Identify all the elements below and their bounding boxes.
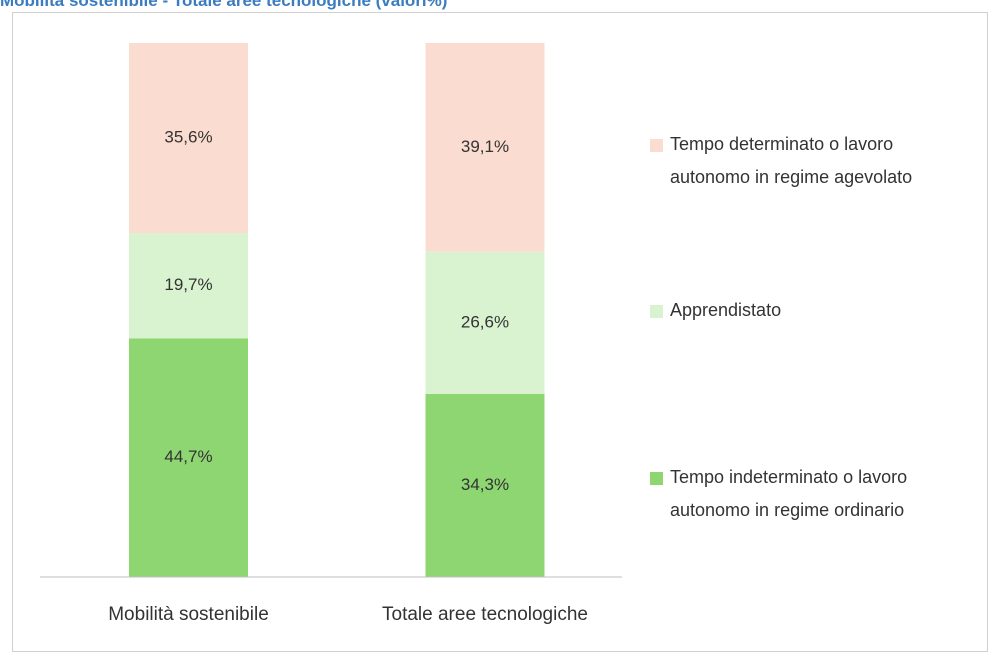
legend-item: Apprendistato [650, 294, 970, 327]
x-tick-label: Totale aree tecnologiche [382, 604, 588, 625]
x-tick-label: Mobilità sostenibile [108, 604, 269, 625]
legend-label: Tempo indeterminato o lavoro autonomo in… [670, 467, 908, 520]
value-label: 26,6% [461, 312, 509, 331]
bar-segment [129, 338, 248, 577]
bar-segment [425, 393, 545, 577]
legend-swatch [650, 139, 663, 152]
bar-segment [129, 43, 248, 234]
value-label: 39,1% [461, 137, 509, 156]
legend-label: Tempo determinato o lavoro autonomo in r… [670, 134, 913, 187]
bar-segment [129, 233, 248, 339]
legend-item: Tempo indeterminato o lavoro autonomo in… [650, 461, 970, 527]
value-label: 19,7% [164, 275, 212, 294]
legend-label: Apprendistato [670, 300, 782, 320]
legend-swatch [650, 472, 663, 485]
bar-segment [425, 43, 545, 252]
value-label: 34,3% [461, 475, 509, 494]
chart-title: Mobilità sostenibile - Totale aree tecno… [0, 0, 448, 10]
legend-item: Tempo determinato o lavoro autonomo in r… [650, 128, 970, 194]
value-label: 35,6% [164, 128, 212, 147]
value-label: 44,7% [164, 447, 212, 466]
bar-segment [425, 251, 545, 394]
legend-swatch [650, 305, 663, 318]
